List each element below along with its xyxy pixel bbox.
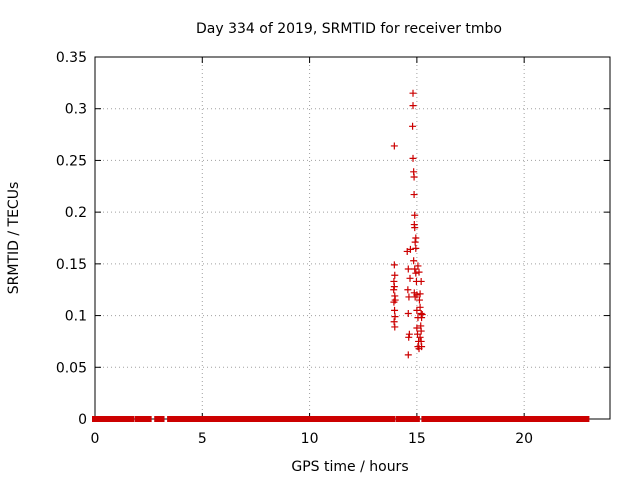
data-point-marker	[413, 306, 421, 314]
data-point-marker	[391, 296, 399, 304]
data-point-marker	[410, 173, 418, 181]
data-point-marker	[411, 211, 419, 219]
data-point-marker	[416, 290, 424, 298]
data-point-marker	[415, 296, 423, 304]
x-tick-label: 0	[91, 431, 100, 447]
data-point-marker	[405, 330, 413, 338]
data-point-marker	[391, 313, 399, 321]
data-point-marker	[418, 311, 426, 319]
data-point-marker	[410, 257, 418, 265]
data-point-marker	[415, 268, 423, 276]
data-point-marker	[411, 238, 419, 246]
data-point-marker	[412, 269, 420, 277]
baseline-marker-run	[92, 416, 135, 422]
x-axis-label: GPS time / hours	[291, 459, 408, 475]
data-point-marker	[391, 306, 399, 314]
data-point-marker	[412, 234, 420, 242]
data-point-marker	[404, 265, 412, 273]
data-point-marker	[404, 286, 412, 294]
data-point-marker	[413, 324, 421, 332]
data-point-marker	[409, 154, 417, 162]
data-point-marker	[410, 191, 418, 199]
data-point-marker	[412, 244, 420, 252]
baseline-marker-run	[565, 416, 590, 422]
baseline-marker-run	[395, 416, 411, 422]
y-tick-label: 0.3	[65, 102, 87, 118]
x-tick-label: 10	[301, 431, 319, 447]
data-point-marker	[390, 142, 398, 150]
x-tick-label: 20	[515, 431, 533, 447]
y-axis-label: SRMTID / TECUs	[6, 182, 22, 295]
y-tick-label: 0.1	[65, 309, 87, 325]
data-point-marker	[409, 102, 417, 110]
data-points	[390, 89, 426, 359]
data-point-marker	[418, 343, 426, 351]
baseline-marker-run	[154, 416, 165, 422]
data-point-marker	[416, 303, 424, 311]
data-point-marker	[405, 293, 413, 301]
baseline-marker-run	[167, 416, 396, 422]
data-point-marker	[417, 327, 425, 335]
x-tick-label: 15	[408, 431, 426, 447]
data-point-marker	[390, 286, 398, 294]
data-point-marker	[411, 265, 419, 273]
data-point-marker	[409, 89, 417, 97]
data-point-marker	[390, 318, 398, 326]
baseline-marker-run	[134, 416, 146, 422]
data-point-marker	[391, 323, 399, 331]
zero-baseline-markers	[92, 416, 590, 422]
y-tick-label: 0.05	[56, 360, 87, 376]
data-point-marker	[409, 122, 417, 130]
plot-border	[94, 56, 611, 420]
data-point-marker	[418, 314, 426, 322]
data-point-marker	[390, 261, 398, 269]
data-point-marker	[414, 262, 422, 270]
y-tick-label: 0.35	[56, 50, 87, 66]
grid-lines	[95, 57, 610, 419]
data-point-marker	[417, 277, 425, 285]
data-point-marker	[416, 333, 424, 341]
data-point-marker	[411, 224, 419, 232]
chart-title: Day 334 of 2019, SRMTID for receiver tmb…	[196, 21, 502, 37]
axis-ticks: 0 0.05 0.1 0.15 0.2 0.25 0.3 0.35 0 5 10 15 20	[56, 50, 610, 447]
data-point-marker	[404, 310, 412, 318]
data-point-marker	[406, 274, 414, 282]
data-point-marker	[406, 245, 414, 253]
y-tick-label: 0.25	[56, 153, 87, 169]
baseline-marker-run	[409, 416, 420, 422]
data-point-marker	[405, 333, 413, 341]
data-point-marker	[391, 271, 399, 279]
data-point-marker	[390, 283, 398, 291]
x-tick-label: 5	[198, 431, 207, 447]
baseline-marker-run	[421, 416, 568, 422]
data-point-marker	[404, 351, 412, 359]
y-tick-label: 0	[78, 412, 87, 428]
data-point-marker	[413, 291, 421, 299]
y-tick-label: 0.15	[56, 257, 87, 273]
y-tick-label: 0.2	[65, 205, 87, 221]
baseline-marker-run	[143, 416, 152, 422]
